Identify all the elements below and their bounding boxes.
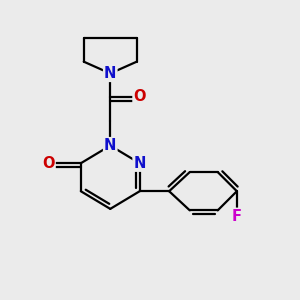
Text: F: F [232, 209, 242, 224]
Text: N: N [104, 66, 116, 81]
Text: N: N [134, 156, 146, 171]
Text: N: N [104, 138, 116, 153]
Text: O: O [42, 156, 55, 171]
Text: O: O [134, 89, 146, 104]
